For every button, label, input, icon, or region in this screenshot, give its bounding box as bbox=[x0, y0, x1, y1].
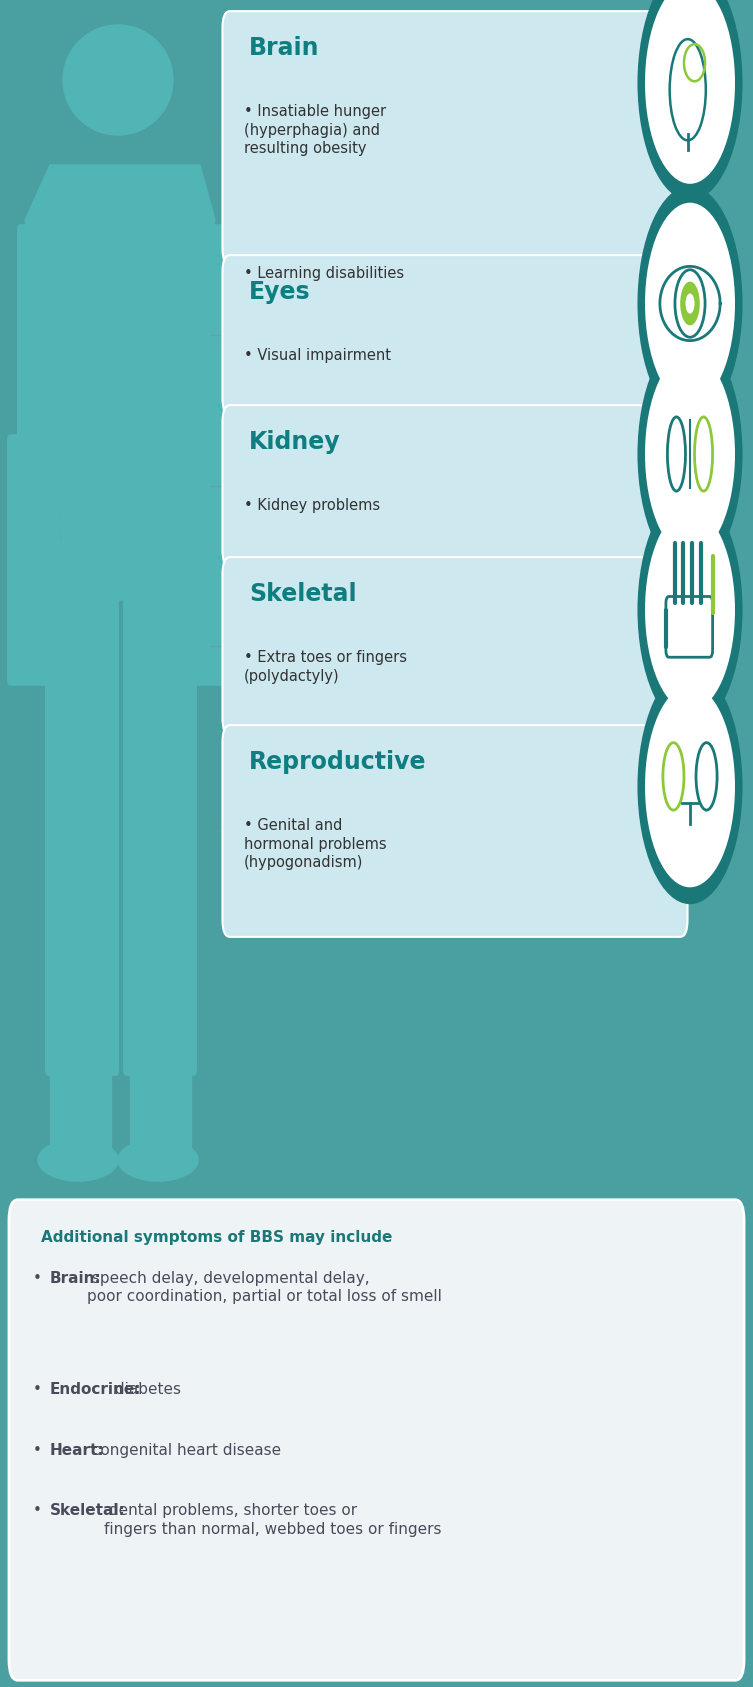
Text: Reproductive: Reproductive bbox=[248, 751, 426, 774]
Circle shape bbox=[645, 0, 735, 184]
Text: congenital heart disease: congenital heart disease bbox=[87, 1442, 282, 1458]
FancyBboxPatch shape bbox=[222, 12, 687, 265]
Text: speech delay, developmental delay,
poor coordination, partial or total loss of s: speech delay, developmental delay, poor … bbox=[87, 1270, 442, 1304]
FancyBboxPatch shape bbox=[222, 405, 687, 567]
Text: dental problems, shorter toes or
fingers than normal, webbed toes or fingers: dental problems, shorter toes or fingers… bbox=[104, 1503, 442, 1537]
Text: • Learning disabilities: • Learning disabilities bbox=[243, 267, 404, 280]
Text: • Extra toes or fingers
(polydactyly): • Extra toes or fingers (polydactyly) bbox=[243, 649, 407, 683]
FancyBboxPatch shape bbox=[9, 1199, 744, 1680]
FancyBboxPatch shape bbox=[8, 435, 60, 685]
Text: Eyes: Eyes bbox=[248, 280, 310, 304]
Circle shape bbox=[638, 493, 742, 727]
Circle shape bbox=[645, 202, 735, 405]
Ellipse shape bbox=[118, 1139, 198, 1181]
Text: •: • bbox=[33, 1442, 42, 1458]
FancyBboxPatch shape bbox=[222, 725, 687, 936]
FancyBboxPatch shape bbox=[96, 170, 144, 209]
FancyBboxPatch shape bbox=[50, 1066, 111, 1154]
Text: diabetes: diabetes bbox=[110, 1382, 181, 1397]
Text: •: • bbox=[33, 1503, 42, 1518]
FancyBboxPatch shape bbox=[222, 255, 687, 415]
Ellipse shape bbox=[38, 1139, 118, 1181]
Circle shape bbox=[645, 685, 735, 887]
Circle shape bbox=[638, 668, 742, 904]
FancyBboxPatch shape bbox=[168, 224, 227, 445]
Text: Skeletal:: Skeletal: bbox=[50, 1503, 126, 1518]
Text: Brain: Brain bbox=[248, 37, 319, 61]
Text: Endocrine:: Endocrine: bbox=[50, 1382, 141, 1397]
Ellipse shape bbox=[63, 25, 173, 135]
FancyBboxPatch shape bbox=[180, 435, 232, 685]
FancyBboxPatch shape bbox=[18, 224, 78, 445]
Text: • Insatiable hunger
(hyperphagia) and
resulting obesity: • Insatiable hunger (hyperphagia) and re… bbox=[243, 105, 386, 157]
Text: Additional symptoms of BBS may include: Additional symptoms of BBS may include bbox=[41, 1230, 392, 1245]
Text: Kidney: Kidney bbox=[248, 430, 340, 454]
FancyBboxPatch shape bbox=[123, 596, 197, 1075]
Text: •: • bbox=[33, 1382, 42, 1397]
Text: •: • bbox=[33, 1270, 42, 1285]
Polygon shape bbox=[25, 165, 215, 234]
Circle shape bbox=[645, 353, 735, 555]
FancyBboxPatch shape bbox=[222, 557, 687, 736]
Text: • Kidney problems: • Kidney problems bbox=[243, 498, 380, 513]
Text: • Visual impairment: • Visual impairment bbox=[243, 348, 391, 363]
Text: Skeletal: Skeletal bbox=[248, 582, 356, 606]
Polygon shape bbox=[42, 540, 205, 601]
Circle shape bbox=[645, 509, 735, 710]
FancyBboxPatch shape bbox=[130, 1066, 191, 1154]
FancyBboxPatch shape bbox=[46, 596, 118, 1075]
Circle shape bbox=[638, 0, 742, 201]
Circle shape bbox=[638, 186, 742, 422]
Circle shape bbox=[685, 294, 694, 314]
Circle shape bbox=[680, 282, 700, 326]
Polygon shape bbox=[52, 234, 195, 540]
Text: • Genital and
hormonal problems
(hypogonadism): • Genital and hormonal problems (hypogon… bbox=[243, 818, 386, 870]
Text: Heart:: Heart: bbox=[50, 1442, 104, 1458]
Text: Brain:: Brain: bbox=[50, 1270, 102, 1285]
Circle shape bbox=[638, 336, 742, 572]
